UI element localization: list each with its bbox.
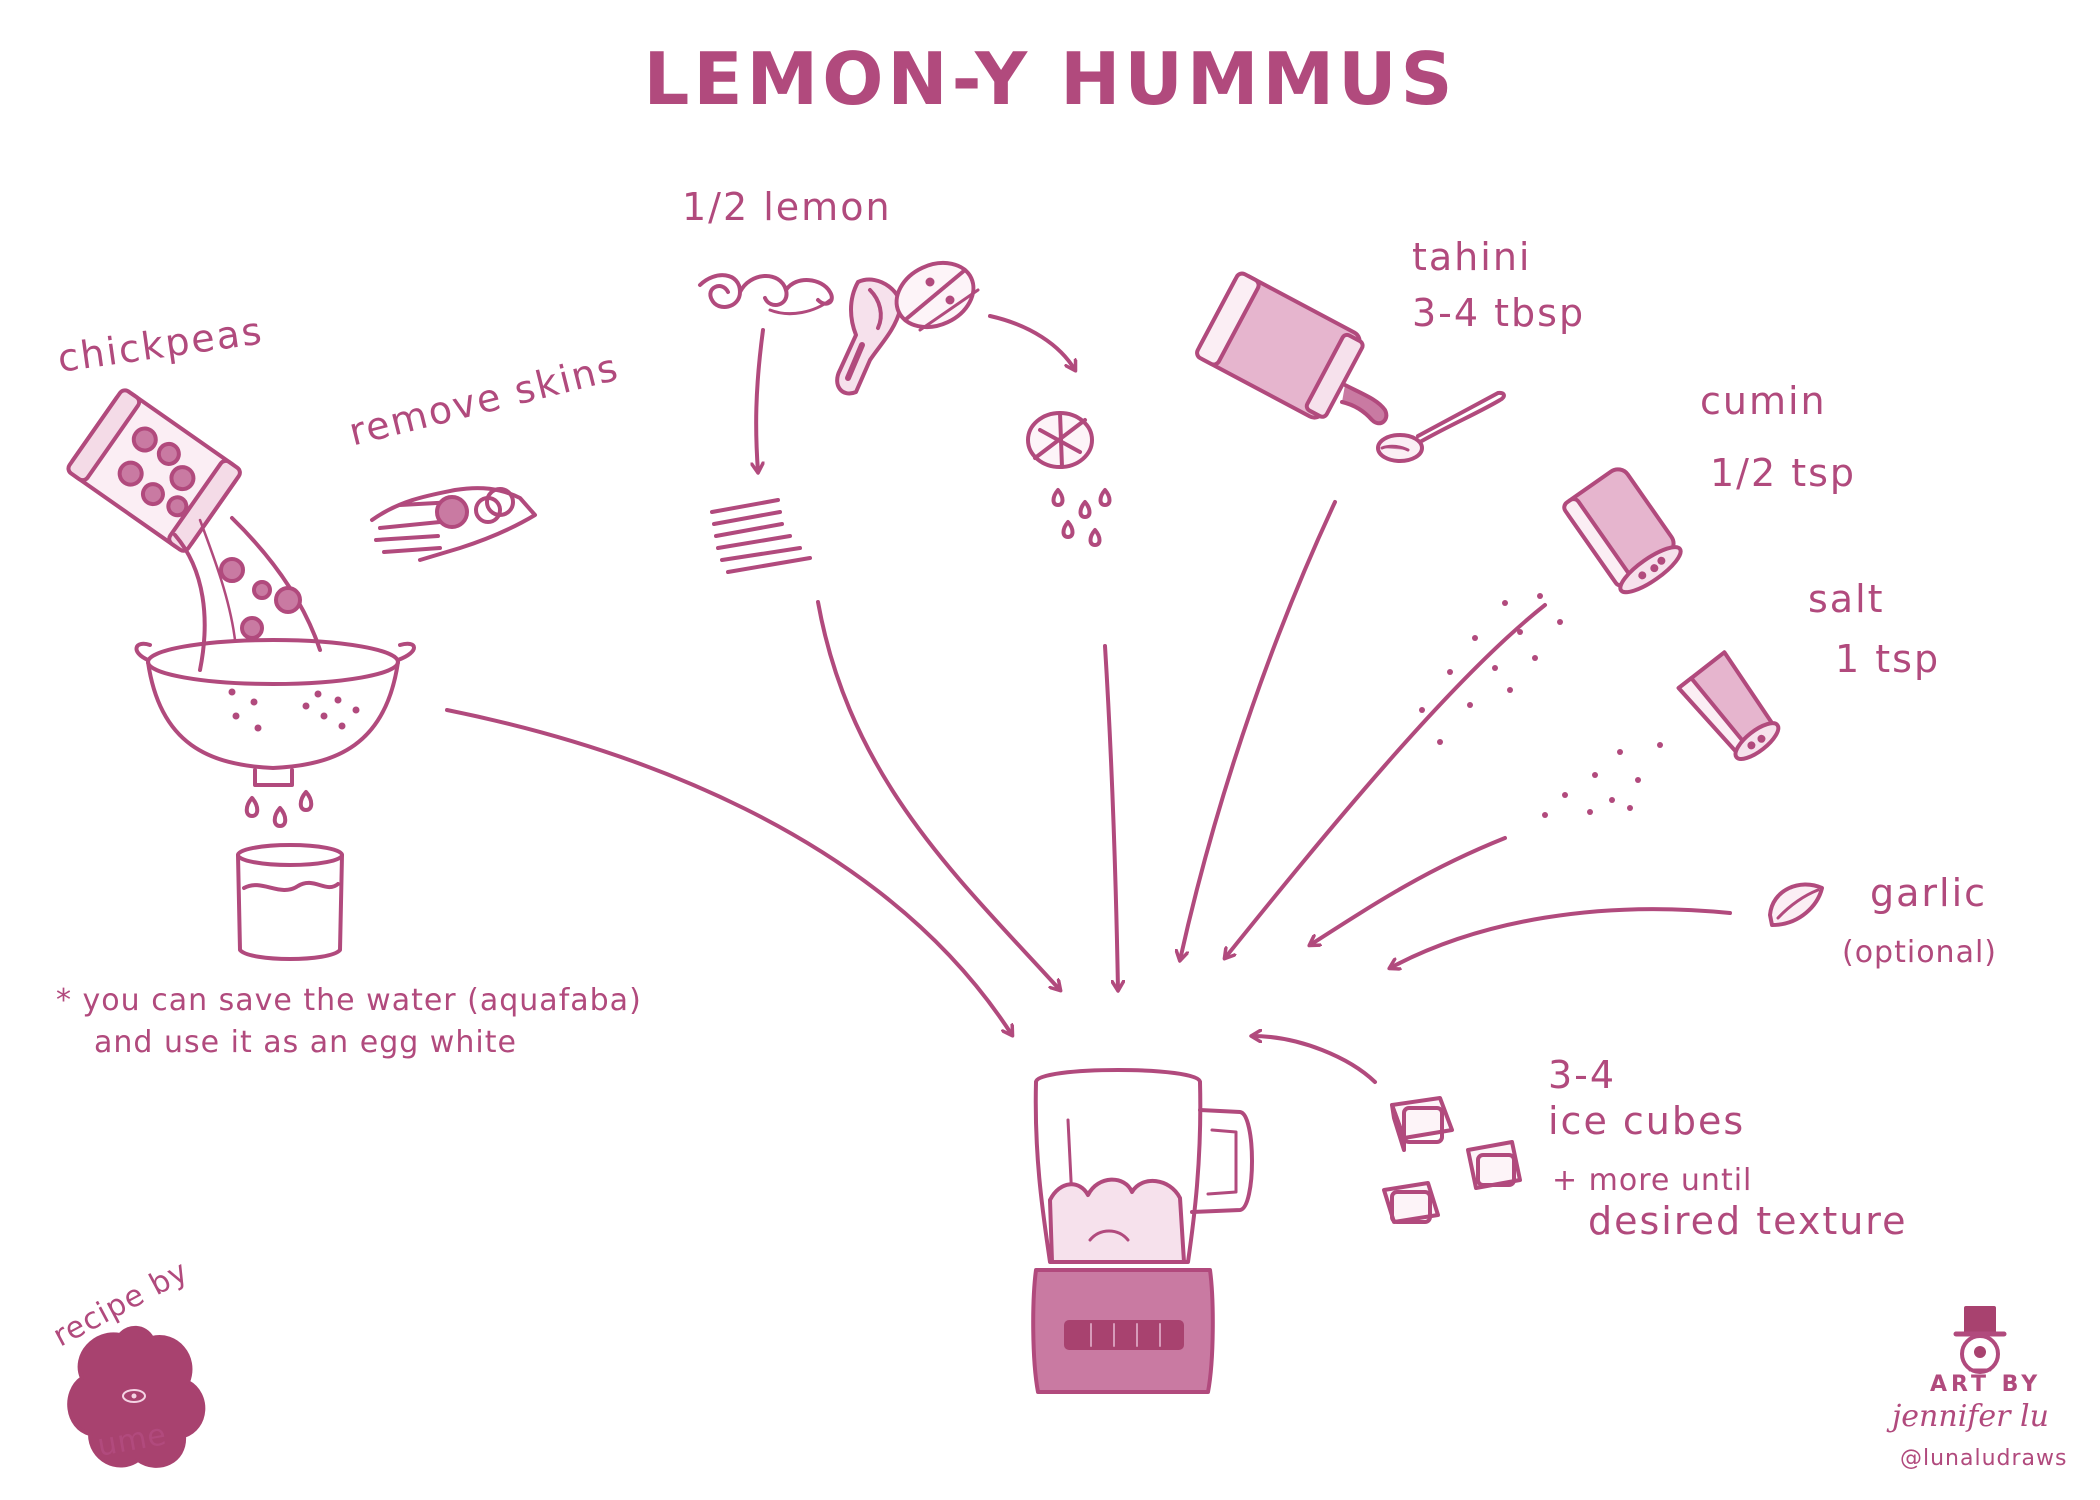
aquafaba-footnote-line1: * you can save the water (aquafaba): [56, 984, 642, 1019]
lemon-icon: [886, 251, 984, 339]
art-by-label: ART BY: [1930, 1372, 2041, 1397]
chickpea-can-icon: [66, 388, 242, 553]
ice-cubes-icon: [1384, 1098, 1520, 1222]
ice-amount-label: 3-4: [1548, 1054, 1616, 1098]
cumin-sprinkle-icon: [1419, 593, 1563, 745]
salt-shaker-icon: [1679, 652, 1786, 767]
garlic-clove-icon: [1770, 884, 1822, 925]
lemon-half-icon: [1028, 413, 1092, 467]
lemon-peel-icon: [700, 275, 832, 313]
cumin-amount-label: 1/2 tsp: [1710, 452, 1856, 496]
ice-name-label: ice cubes: [1548, 1100, 1745, 1144]
hand-removing-skins-icon: [372, 488, 535, 560]
water-cup-icon: [238, 845, 342, 959]
recipe-title: LEMON-Y HUMMUS: [0, 38, 2100, 121]
tahini-jar-icon: [1195, 271, 1386, 423]
salt-amount-label: 1 tsp: [1835, 638, 1940, 682]
tahini-amount-label: 3-4 tbsp: [1412, 292, 1585, 336]
water-drops-icon: [247, 792, 312, 826]
salt-sprinkle-icon: [1542, 742, 1663, 818]
artist-mascot-icon: [1956, 1308, 2004, 1372]
lemon-juice-drops-icon: [1054, 490, 1110, 545]
lemon-label: 1/2 lemon: [682, 186, 892, 230]
peeler-icon: [837, 280, 900, 394]
aquafaba-footnote-line2: and use it as an egg white: [94, 1026, 517, 1061]
salt-name-label: salt: [1808, 578, 1885, 622]
garlic-note-label: (optional): [1842, 936, 1997, 971]
artist-name-label: jennifer lu: [1892, 1400, 2049, 1435]
pouring-stream-icon: [175, 518, 320, 670]
garlic-name-label: garlic: [1870, 872, 1987, 916]
artist-handle-label: @lunaludraws: [1900, 1446, 2067, 1471]
ice-note-line1: + more until: [1552, 1164, 1752, 1199]
blender-icon: [1033, 1070, 1252, 1392]
lemon-zest-icon: [712, 500, 810, 572]
tahini-name-label: tahini: [1412, 236, 1531, 280]
spoon-icon: [1378, 393, 1504, 461]
colander-icon: [136, 640, 414, 785]
cumin-name-label: cumin: [1700, 380, 1827, 424]
ice-note-line2: desired texture: [1588, 1200, 1907, 1244]
cumin-shaker-icon: [1562, 465, 1686, 600]
